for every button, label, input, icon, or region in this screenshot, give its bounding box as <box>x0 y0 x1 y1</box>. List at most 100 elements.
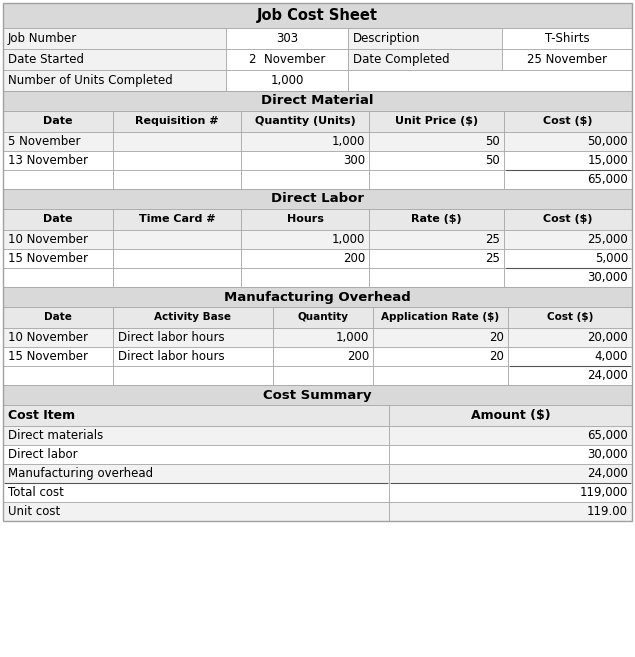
Text: 65,000: 65,000 <box>587 429 628 442</box>
Text: Hours: Hours <box>286 214 323 225</box>
Bar <box>508 347 632 366</box>
Text: Direct Material: Direct Material <box>261 95 374 108</box>
Text: 5 November: 5 November <box>8 135 81 148</box>
Bar <box>369 209 504 230</box>
Bar <box>508 366 632 385</box>
Text: Total cost: Total cost <box>8 486 64 499</box>
Bar <box>3 347 113 366</box>
Text: Direct labor hours: Direct labor hours <box>118 331 225 344</box>
Text: Cost ($): Cost ($) <box>544 116 592 127</box>
Bar <box>502 28 632 49</box>
Bar <box>113 307 273 328</box>
Bar <box>241 111 369 132</box>
Bar <box>373 347 508 366</box>
Bar <box>373 328 508 347</box>
Text: 5,000: 5,000 <box>595 252 628 265</box>
Bar <box>3 445 389 464</box>
Bar <box>389 464 632 483</box>
Bar <box>3 28 226 49</box>
Text: Application Rate ($): Application Rate ($) <box>382 313 500 323</box>
Bar <box>348 28 502 49</box>
Text: Quantity (Units): Quantity (Units) <box>255 116 356 127</box>
Text: Manufacturing Overhead: Manufacturing Overhead <box>224 290 411 304</box>
Text: 30,000: 30,000 <box>587 271 628 284</box>
Text: Direct materials: Direct materials <box>8 429 104 442</box>
Text: Unit cost: Unit cost <box>8 505 60 518</box>
Text: 119,000: 119,000 <box>580 486 628 499</box>
Bar <box>3 3 632 28</box>
Bar <box>369 111 504 132</box>
Bar <box>3 307 113 328</box>
Text: Direct Labor: Direct Labor <box>271 193 364 206</box>
Bar <box>3 170 113 189</box>
Bar <box>504 249 632 268</box>
Text: Date Completed: Date Completed <box>353 53 450 66</box>
Text: Direct labor: Direct labor <box>8 448 77 461</box>
Bar <box>273 347 373 366</box>
Text: Rate ($): Rate ($) <box>411 214 462 225</box>
Bar <box>226 70 348 91</box>
Bar <box>504 209 632 230</box>
Text: 300: 300 <box>343 154 365 167</box>
Text: 15 November: 15 November <box>8 252 88 265</box>
Bar <box>3 49 226 70</box>
Text: 65,000: 65,000 <box>587 173 628 186</box>
Text: T-Shirts: T-Shirts <box>545 32 589 45</box>
Text: 20: 20 <box>489 350 504 363</box>
Text: 200: 200 <box>343 252 365 265</box>
Text: Date Started: Date Started <box>8 53 84 66</box>
Bar <box>369 151 504 170</box>
Bar <box>3 287 632 307</box>
Text: 25,000: 25,000 <box>587 233 628 246</box>
Bar <box>113 328 273 347</box>
Text: Job Number: Job Number <box>8 32 77 45</box>
Text: 1,000: 1,000 <box>271 74 304 87</box>
Bar <box>348 70 632 91</box>
Text: 4,000: 4,000 <box>594 350 628 363</box>
Text: 10 November: 10 November <box>8 331 88 344</box>
Text: 20: 20 <box>489 331 504 344</box>
Bar <box>113 151 241 170</box>
Bar <box>3 132 113 151</box>
Bar <box>389 483 632 502</box>
Bar <box>241 132 369 151</box>
Bar <box>502 49 632 70</box>
Bar <box>3 502 389 521</box>
Text: 303: 303 <box>276 32 298 45</box>
Bar <box>504 230 632 249</box>
Bar <box>113 209 241 230</box>
Bar <box>369 249 504 268</box>
Bar <box>241 268 369 287</box>
Text: Requisition #: Requisition # <box>135 116 219 127</box>
Text: Date: Date <box>43 214 73 225</box>
Bar <box>3 464 389 483</box>
Bar <box>504 132 632 151</box>
Bar <box>113 366 273 385</box>
Bar <box>389 405 632 426</box>
Bar <box>3 70 226 91</box>
Text: Quantity: Quantity <box>298 313 349 323</box>
Bar <box>3 91 632 111</box>
Bar <box>504 151 632 170</box>
Bar <box>3 3 632 521</box>
Text: 25 November: 25 November <box>527 53 607 66</box>
Text: 50,000: 50,000 <box>587 135 628 148</box>
Text: Unit Price ($): Unit Price ($) <box>395 116 478 127</box>
Bar <box>241 249 369 268</box>
Bar <box>504 170 632 189</box>
Text: Number of Units Completed: Number of Units Completed <box>8 74 173 87</box>
Bar <box>113 230 241 249</box>
Text: 24,000: 24,000 <box>587 369 628 382</box>
Text: Time Card #: Time Card # <box>138 214 215 225</box>
Text: Cost Summary: Cost Summary <box>264 388 371 401</box>
Bar <box>3 268 113 287</box>
Bar <box>348 49 502 70</box>
Text: Cost ($): Cost ($) <box>544 214 592 225</box>
Text: Date: Date <box>43 116 73 127</box>
Bar <box>273 307 373 328</box>
Text: 50: 50 <box>485 135 500 148</box>
Text: 15 November: 15 November <box>8 350 88 363</box>
Text: 25: 25 <box>485 252 500 265</box>
Bar <box>273 328 373 347</box>
Text: 119.00: 119.00 <box>587 505 628 518</box>
